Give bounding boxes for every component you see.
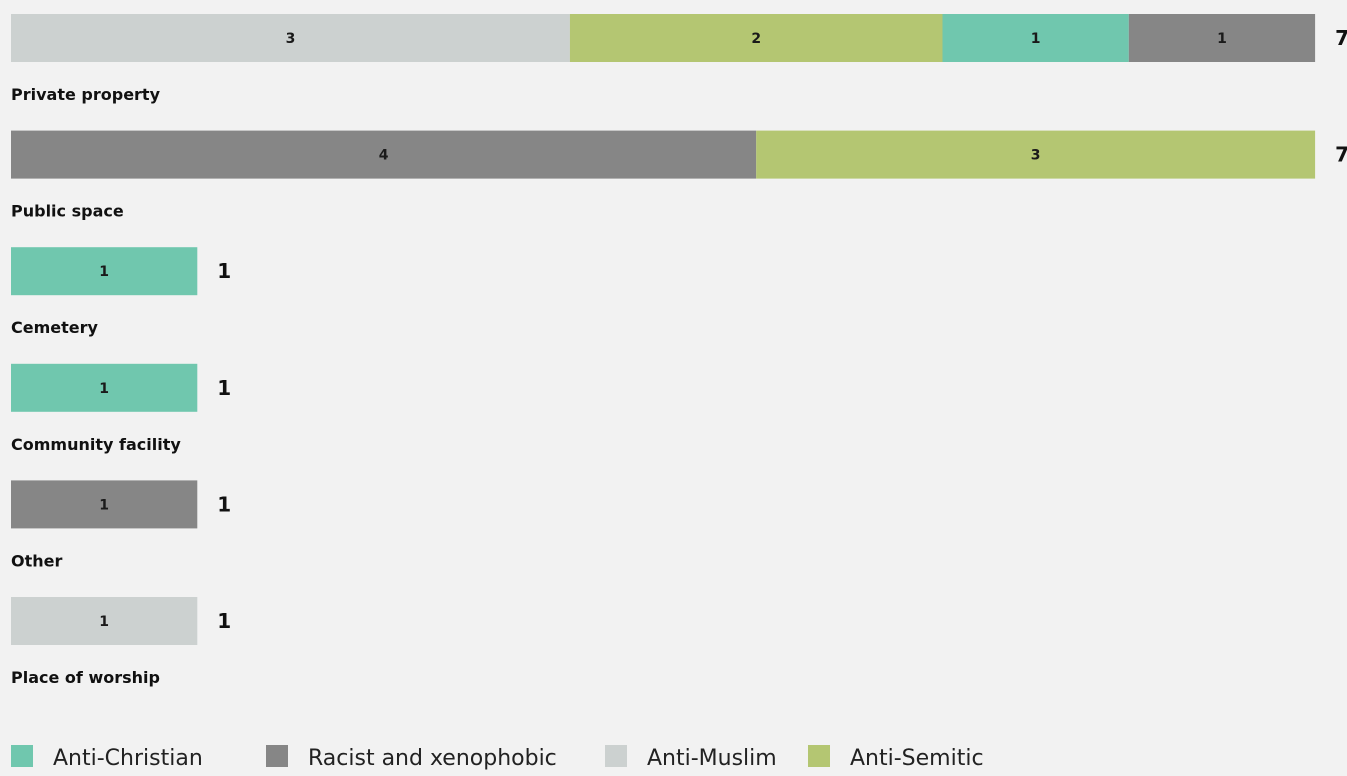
bar-total-label: 1: [217, 492, 231, 516]
category-label: Place of worship: [11, 668, 160, 687]
segment-value-label: 1: [99, 497, 109, 513]
segment-value-label: 1: [99, 381, 109, 397]
bar-segment-racist-and-xenophobic: [11, 480, 198, 529]
bar-row-private-property: 3 2 1 1 7 Private property: [11, 14, 1347, 104]
legend-item-racist-and-xenophobic: Racist and xenophobic: [266, 745, 557, 771]
category-label: Public space: [11, 202, 124, 221]
segment-value-label: 3: [286, 31, 296, 47]
legend-label: Anti-Semitic: [850, 746, 984, 771]
bar-segment-racist-and-xenophobic: [11, 130, 757, 179]
legend-label: Anti-Christian: [53, 746, 203, 771]
legend-swatch: [808, 745, 830, 767]
category-label: Community facility: [11, 435, 181, 454]
legend-swatch: [605, 745, 627, 767]
segment-value-label: 1: [99, 264, 109, 280]
category-label: Cemetery: [11, 318, 99, 337]
bar-segment-anti-christian: [942, 14, 1129, 62]
bar-row-cemetery: 1 1 Cemetery: [11, 247, 231, 337]
category-label: Private property: [11, 85, 161, 104]
legend-swatch: [11, 745, 33, 767]
legend-item-anti-semitic: Anti-Semitic: [808, 745, 984, 771]
segment-value-label: 1: [1217, 31, 1227, 47]
bars-layer: 3 2 1 1 7 Private property 4 3 7 Public space 1 1 Ce…: [11, 14, 1347, 687]
bar-total-label: 1: [217, 609, 231, 633]
segment-value-label: 1: [1031, 31, 1041, 47]
segment-value-label: 4: [379, 148, 389, 164]
legend-label: Anti-Muslim: [647, 746, 777, 771]
bar-segment-anti-christian: [11, 363, 198, 412]
bar-total-label: 1: [217, 376, 231, 400]
bar-row-place-of-worship: 1 1 Place of worship: [11, 597, 231, 687]
bar-segment-anti-semitic: [756, 130, 1316, 179]
bar-segment-racist-and-xenophobic: [1128, 14, 1316, 62]
segment-value-label: 2: [751, 31, 761, 47]
category-label: Other: [11, 551, 62, 570]
bar-row-community-facility: 1 1 Community facility: [11, 363, 231, 454]
legend-item-anti-muslim: Anti-Muslim: [605, 745, 777, 771]
legend-label: Racist and xenophobic: [308, 746, 557, 771]
bar-segment-anti-muslim: [11, 597, 198, 645]
segment-value-label: 3: [1031, 148, 1041, 164]
bar-row-public-space: 4 3 7 Public space: [11, 130, 1347, 221]
legend-swatch: [266, 745, 288, 767]
legend-item-anti-christian: Anti-Christian: [11, 745, 203, 771]
bar-total-label: 7: [1335, 26, 1347, 50]
segment-value-label: 1: [99, 614, 109, 630]
bar-total-label: 7: [1335, 143, 1347, 167]
bar-segment-anti-muslim: [11, 14, 570, 62]
bar-segment-anti-christian: [11, 247, 198, 296]
bar-row-other: 1 1 Other: [11, 480, 231, 570]
bar-total-label: 1: [217, 259, 231, 283]
bar-segment-anti-semitic: [569, 14, 943, 62]
legend: Anti-Christian Racist and xenophobic Anti-…: [11, 745, 984, 771]
